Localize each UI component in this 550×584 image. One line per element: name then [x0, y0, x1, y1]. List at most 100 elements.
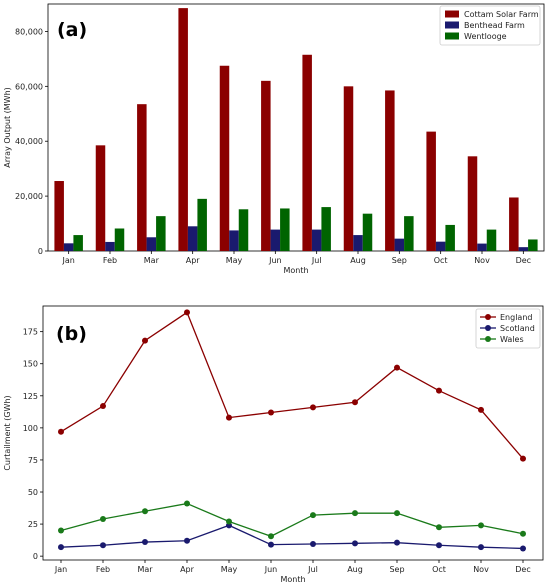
- panel-b-line-chart: 0 25 50 75 100 125 150 175 Jan Feb Mar Apr May Jun Jul…: [3, 305, 544, 584]
- b-point-wales: [100, 515, 106, 522]
- a-bar-benthead-farm: [229, 230, 239, 251]
- b-xtick-label: Nov: [473, 565, 489, 574]
- a-ytick-label: 40,000: [15, 137, 43, 146]
- b-xtick-label: Dec: [515, 565, 530, 574]
- b-ytick-label: 0: [33, 552, 38, 561]
- a-xtick-label: Mar: [144, 256, 160, 265]
- b-xtick-label: Apr: [180, 565, 195, 574]
- a-bar-benthead-farm: [270, 229, 281, 251]
- b-point-scotland: [142, 539, 148, 546]
- b-ytick-label: 75: [28, 456, 38, 465]
- a-bar-benthead-farm: [105, 241, 115, 251]
- b-point-wales: [352, 510, 358, 517]
- b-point-england: [478, 406, 484, 413]
- a-legend-label: Benthead Farm: [464, 21, 525, 30]
- b-xtick-label: Aug: [347, 565, 363, 574]
- b-point-wales: [520, 530, 526, 537]
- b-series-line-scotland: [60, 524, 524, 550]
- b-xtick-label: Jan: [54, 565, 67, 574]
- b-point-wales: [394, 510, 400, 517]
- b-point-scotland: [394, 539, 400, 546]
- b-point-wales: [436, 524, 442, 531]
- a-bar-benthead-farm: [435, 241, 446, 251]
- b-panel-label: (b): [56, 323, 87, 345]
- b-legend-marker: [485, 336, 491, 342]
- a-bar-wentlooge: [114, 228, 125, 251]
- a-legend-swatch: [445, 10, 459, 18]
- b-point-scotland: [436, 542, 442, 549]
- a-bar-cottam-solar-farm: [467, 156, 478, 251]
- a-bar-benthead-farm: [63, 243, 74, 251]
- b-legend-marker: [485, 325, 491, 331]
- b-xtick-label: Jun: [264, 565, 278, 574]
- a-legend-label: Wentlooge: [464, 32, 507, 41]
- a-legend-label: Cottam Solar Farm: [464, 10, 539, 19]
- b-point-england: [520, 455, 526, 462]
- a-bar-wentlooge: [197, 198, 207, 251]
- b-point-wales: [142, 508, 148, 515]
- b-series-line-england: [60, 311, 524, 460]
- a-xtick-label: Aug: [350, 256, 366, 265]
- b-point-england: [310, 404, 316, 411]
- a-bar-cottam-solar-farm: [219, 65, 230, 251]
- b-point-england: [394, 364, 400, 371]
- b-point-wales: [58, 527, 64, 534]
- b-point-england: [142, 337, 148, 344]
- b-point-england: [100, 403, 106, 410]
- b-plot-frame: [42, 305, 544, 561]
- b-point-england: [352, 399, 358, 406]
- a-bar-cottam-solar-farm: [302, 54, 312, 252]
- b-ytick-label: 175: [23, 328, 38, 337]
- b-point-scotland: [478, 544, 484, 551]
- a-panel-label: (a): [57, 19, 87, 41]
- a-bar-wentlooge: [404, 216, 414, 251]
- b-point-wales: [268, 533, 274, 540]
- b-point-england: [436, 387, 442, 394]
- a-xtick-label: Oct: [434, 256, 448, 265]
- b-point-wales: [184, 500, 190, 507]
- b-series-line-wales: [60, 502, 524, 537]
- b-point-wales: [310, 512, 316, 519]
- a-xtick-label: Nov: [474, 256, 490, 265]
- b-legend-marker: [485, 314, 491, 320]
- a-bar-cottam-solar-farm: [426, 131, 436, 251]
- b-point-england: [184, 309, 190, 316]
- b-point-wales: [478, 522, 484, 529]
- b-legend-label: Wales: [500, 335, 524, 344]
- a-ytick-label: 0: [38, 247, 43, 256]
- b-xtick-label: Mar: [137, 565, 153, 574]
- a-bar-wentlooge: [486, 229, 497, 251]
- b-xtick-label: May: [221, 565, 238, 574]
- b-point-scotland: [268, 541, 274, 548]
- a-xtick-label: Dec: [516, 256, 531, 265]
- a-bar-cottam-solar-farm: [261, 80, 271, 251]
- b-ytick-label: 50: [28, 488, 38, 497]
- a-plot-frame: [47, 3, 545, 252]
- a-ytick-label: 80,000: [15, 27, 43, 36]
- b-x-axis-title: Month: [280, 575, 305, 584]
- a-bar-wentlooge: [156, 216, 166, 251]
- b-point-england: [58, 428, 64, 435]
- a-legend-swatch: [445, 32, 459, 40]
- b-ytick-label: 100: [23, 424, 38, 433]
- b-xtick-label: Sep: [389, 565, 404, 574]
- a-xtick-label: Sep: [392, 256, 407, 265]
- b-legend-box: [475, 308, 541, 349]
- a-bar-cottam-solar-farm: [95, 145, 106, 251]
- b-ytick-label: 125: [23, 392, 38, 401]
- a-bar-wentlooge: [73, 235, 83, 251]
- panel-a-bar-chart: 0 20,000 40,000 60,000 80,000 Jan Feb Mar Apr May…: [3, 3, 545, 275]
- a-bar-wentlooge: [528, 239, 538, 251]
- a-xtick-label: Apr: [186, 256, 201, 265]
- a-xtick-label: Jan: [61, 256, 74, 265]
- a-xtick-label: Jul: [311, 256, 322, 265]
- a-bar-wentlooge: [362, 213, 373, 251]
- a-bar-cottam-solar-farm: [509, 197, 519, 251]
- a-bar-benthead-farm: [518, 247, 529, 251]
- b-legend-label: Scotland: [500, 324, 535, 333]
- b-point-scotland: [310, 540, 316, 547]
- b-point-england: [226, 414, 232, 421]
- a-y-axis-title: Array Output (MWh): [3, 87, 12, 168]
- b-xtick-label: Oct: [432, 565, 446, 574]
